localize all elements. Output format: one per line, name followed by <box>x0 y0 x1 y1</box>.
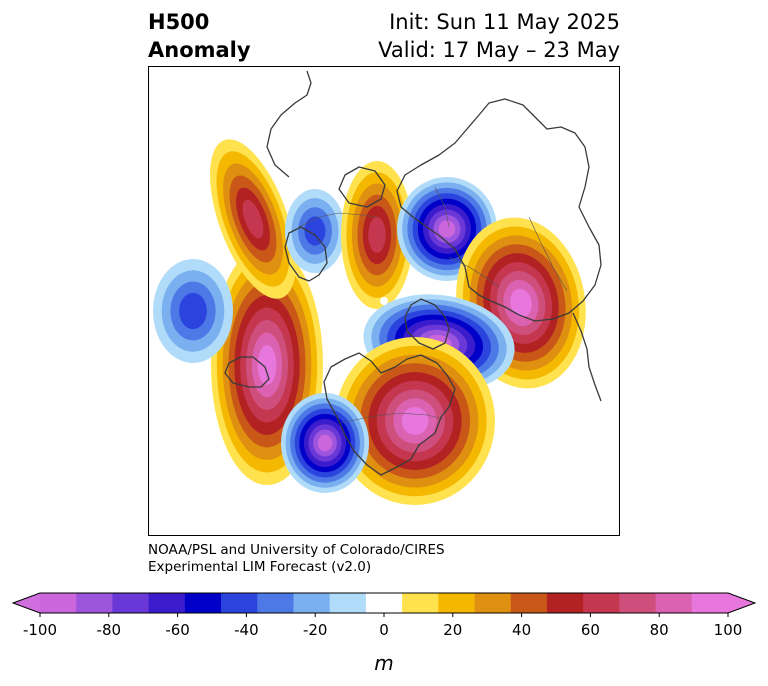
title-line-2: Anomaly <box>148 38 251 62</box>
credit-text: NOAA/PSL and University of Colorado/CIRE… <box>148 542 445 576</box>
north-pole-marker <box>380 297 388 305</box>
colorbar-swatch <box>148 593 186 613</box>
anomaly-arctic-ridge <box>341 161 413 309</box>
colorbar: -100 -80 -60 -40 -20 0 20 40 60 80 100 m <box>11 592 757 675</box>
colorbar-tick-label: 80 <box>650 621 669 639</box>
border-china-russia <box>298 212 378 228</box>
border-usa-canada <box>340 412 444 424</box>
colorbar-swatch <box>257 593 294 613</box>
coastline-layer <box>224 70 602 476</box>
border-layer <box>298 186 568 424</box>
credit-line-1: NOAA/PSL and University of Colorado/CIRE… <box>148 542 445 558</box>
title-line-1: H500 <box>148 10 210 34</box>
coastline-siberia <box>284 226 328 282</box>
colorbar-swatch <box>76 593 113 613</box>
colorbar-swatch <box>655 593 693 613</box>
colorbar-tick-label: -40 <box>234 621 259 639</box>
map-canvas <box>153 70 602 505</box>
colorbar-tick-label: -60 <box>165 621 190 639</box>
anomaly-contour-band <box>242 199 264 239</box>
colorbar-swatch <box>221 593 258 613</box>
colorbar-swatch <box>112 593 150 613</box>
colorbar-swatch <box>619 593 657 613</box>
anomaly-siberian-trough <box>285 189 345 273</box>
anomaly-field-layer <box>153 139 586 505</box>
anomaly-contour-band <box>510 288 532 318</box>
anomaly-contour-band <box>304 216 326 246</box>
colorbar-swatch <box>510 593 548 613</box>
colorbar-swatch <box>474 593 512 613</box>
anomaly-contour-band <box>438 220 456 238</box>
anomaly-map <box>148 66 620 536</box>
anomaly-contour-band <box>401 407 429 435</box>
colorbar-swatch <box>329 593 367 613</box>
colorbar-swatch <box>184 593 222 613</box>
border-europe <box>528 216 568 292</box>
valid-date-label: Valid: 17 May – 23 May <box>378 38 620 62</box>
anomaly-contour-band <box>179 292 207 330</box>
colorbar-swatch <box>438 593 476 613</box>
init-date-label: Init: Sun 11 May 2025 <box>389 10 620 34</box>
colorbar-tick-label: -100 <box>23 621 57 639</box>
anomaly-northeast-pacific-trough <box>281 393 369 493</box>
anomaly-aleutian-trough <box>153 259 233 363</box>
coastline-eurasia <box>396 98 602 322</box>
anomaly-alaska-ridge <box>210 139 296 299</box>
coastline-north-coast-siberia <box>338 166 386 208</box>
coastline-north-america <box>323 352 456 476</box>
colorbar-unit-label: m <box>374 651 393 675</box>
anomaly-contour-band <box>368 217 386 253</box>
coastline-europe-west <box>572 312 602 402</box>
anomaly-canada-ridge <box>335 337 495 505</box>
colorbar-swatch <box>293 593 331 613</box>
anomaly-contour-band <box>257 345 277 385</box>
colorbar-swatch <box>546 593 584 613</box>
coastline-east-asia <box>266 70 312 178</box>
colorbar-over-arrow <box>728 593 755 613</box>
colorbar-tick-label: 40 <box>512 621 531 639</box>
coastline-greenland <box>404 298 450 350</box>
colorbar-tick-label: 60 <box>581 621 600 639</box>
forecast-dates: Init: Sun 11 May 2025 Valid: 17 May – 23… <box>378 8 620 64</box>
colorbar-swatch <box>402 593 439 613</box>
colorbar-ticks: -100 -80 -60 -40 -20 0 20 40 60 80 100 <box>23 613 742 639</box>
colorbar-swatch <box>691 593 729 613</box>
credit-line-2: Experimental LIM Forecast (v2.0) <box>148 559 372 575</box>
colorbar-swatch <box>365 593 403 613</box>
colorbar-swatches <box>11 592 757 614</box>
colorbar-tick-label: -80 <box>97 621 122 639</box>
border-scandinavia <box>434 186 450 228</box>
border-kazakhstan <box>448 256 500 288</box>
colorbar-tick-label: -20 <box>303 621 328 639</box>
colorbar-swatch <box>40 593 77 613</box>
anomaly-contour-band <box>317 434 333 452</box>
colorbar-swatch <box>583 593 620 613</box>
coastline-alaska <box>224 356 270 388</box>
colorbar-tick-label: 20 <box>443 621 462 639</box>
colorbar-under-arrow <box>13 593 40 613</box>
plot-title: H500 Anomaly <box>148 8 251 64</box>
colorbar-tick-label: 0 <box>379 621 389 639</box>
colorbar-tick-label: 100 <box>714 621 743 639</box>
